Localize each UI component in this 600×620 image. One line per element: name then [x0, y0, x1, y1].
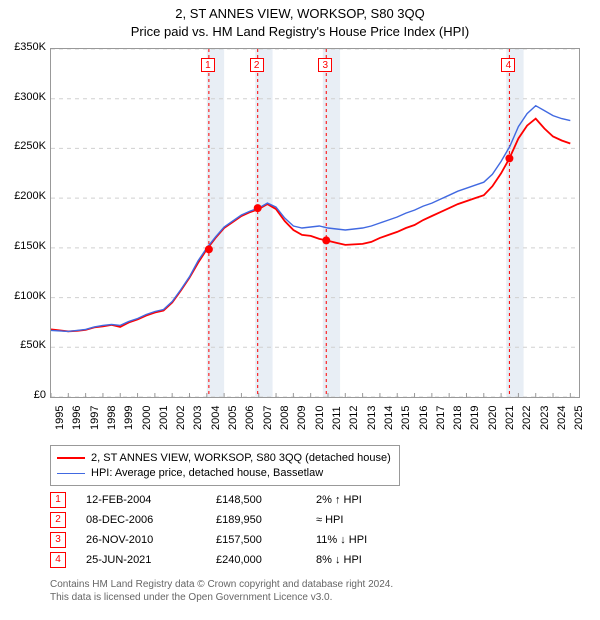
x-tick-label: 2022 [521, 406, 533, 430]
attribution-line1: Contains HM Land Registry data © Crown c… [50, 578, 393, 591]
legend-label: 2, ST ANNES VIEW, WORKSOP, S80 3QQ (deta… [91, 451, 391, 465]
legend-label: HPI: Average price, detached house, Bass… [91, 466, 323, 480]
x-tick-label: 2023 [539, 406, 551, 430]
y-tick-label: £150K [4, 240, 46, 252]
x-tick-label: 2025 [573, 406, 585, 430]
legend: 2, ST ANNES VIEW, WORKSOP, S80 3QQ (deta… [50, 445, 400, 486]
x-tick-label: 2013 [366, 406, 378, 430]
sale-marker-box: 2 [250, 58, 264, 72]
sale-row: 4 25-JUN-2021£240,0008% ↓ HPI [50, 550, 426, 570]
x-tick-label: 2005 [227, 406, 239, 430]
legend-row: 2, ST ANNES VIEW, WORKSOP, S80 3QQ (deta… [57, 451, 393, 465]
sale-row: 3 26-NOV-2010£157,50011% ↓ HPI [50, 530, 426, 550]
x-tick-label: 1999 [123, 406, 135, 430]
sale-date: 08-DEC-2006 [86, 514, 216, 526]
sale-date: 25-JUN-2021 [86, 554, 216, 566]
attribution-line2: This data is licensed under the Open Gov… [50, 591, 393, 604]
x-tick-label: 2012 [348, 406, 360, 430]
x-tick-label: 2010 [314, 406, 326, 430]
sale-marker-box: 3 [318, 58, 332, 72]
x-tick-label: 1998 [106, 406, 118, 430]
chart-svg [51, 49, 579, 397]
chart-plot-area [50, 48, 580, 398]
sale-hpi-delta: 8% ↓ HPI [316, 554, 426, 566]
chart-title-line2: Price paid vs. HM Land Registry's House … [0, 24, 600, 39]
attribution: Contains HM Land Registry data © Crown c… [50, 578, 393, 604]
x-tick-label: 2000 [141, 406, 153, 430]
sale-marker-box: 2 [50, 512, 66, 528]
sale-price: £189,950 [216, 514, 316, 526]
sale-marker-box: 3 [50, 532, 66, 548]
x-tick-label: 2017 [435, 406, 447, 430]
sale-hpi-delta: ≈ HPI [316, 514, 426, 526]
x-tick-label: 2004 [210, 406, 222, 430]
x-tick-label: 2016 [418, 406, 430, 430]
legend-swatch [57, 457, 85, 459]
x-tick-label: 2019 [469, 406, 481, 430]
x-tick-label: 2024 [556, 406, 568, 430]
sales-table: 1 12-FEB-2004£148,5002% ↑ HPI 2 08-DEC-2006… [50, 490, 426, 570]
y-tick-label: £300K [4, 91, 46, 103]
chart-title-line1: 2, ST ANNES VIEW, WORKSOP, S80 3QQ [0, 6, 600, 21]
sale-hpi-delta: 11% ↓ HPI [316, 534, 426, 546]
x-tick-label: 2007 [262, 406, 274, 430]
sale-date: 12-FEB-2004 [86, 494, 216, 506]
x-tick-label: 1996 [71, 406, 83, 430]
x-tick-label: 2003 [192, 406, 204, 430]
legend-row: HPI: Average price, detached house, Bass… [57, 466, 393, 480]
sale-date: 26-NOV-2010 [86, 534, 216, 546]
sale-price: £157,500 [216, 534, 316, 546]
sale-hpi-delta: 2% ↑ HPI [316, 494, 426, 506]
y-tick-label: £50K [4, 339, 46, 351]
sale-marker-box: 4 [50, 552, 66, 568]
x-tick-label: 2002 [175, 406, 187, 430]
sale-price: £240,000 [216, 554, 316, 566]
sale-row: 2 08-DEC-2006£189,950≈ HPI [50, 510, 426, 530]
y-tick-label: £200K [4, 190, 46, 202]
x-tick-label: 2021 [504, 406, 516, 430]
y-tick-label: £0 [4, 389, 46, 401]
y-tick-label: £350K [4, 41, 46, 53]
x-tick-label: 2018 [452, 406, 464, 430]
sale-price: £148,500 [216, 494, 316, 506]
x-tick-label: 2009 [296, 406, 308, 430]
y-tick-label: £250K [4, 140, 46, 152]
x-tick-label: 2008 [279, 406, 291, 430]
sale-marker-box: 4 [501, 58, 515, 72]
sale-marker-box: 1 [50, 492, 66, 508]
x-tick-label: 2011 [331, 406, 343, 430]
sale-marker-box: 1 [201, 58, 215, 72]
legend-swatch [57, 473, 85, 474]
x-tick-label: 2006 [244, 406, 256, 430]
sale-row: 1 12-FEB-2004£148,5002% ↑ HPI [50, 490, 426, 510]
x-tick-label: 2020 [487, 406, 499, 430]
y-tick-label: £100K [4, 290, 46, 302]
x-tick-label: 2015 [400, 406, 412, 430]
x-tick-label: 1997 [89, 406, 101, 430]
x-tick-label: 2014 [383, 406, 395, 430]
x-tick-label: 2001 [158, 406, 170, 430]
x-tick-label: 1995 [54, 406, 66, 430]
